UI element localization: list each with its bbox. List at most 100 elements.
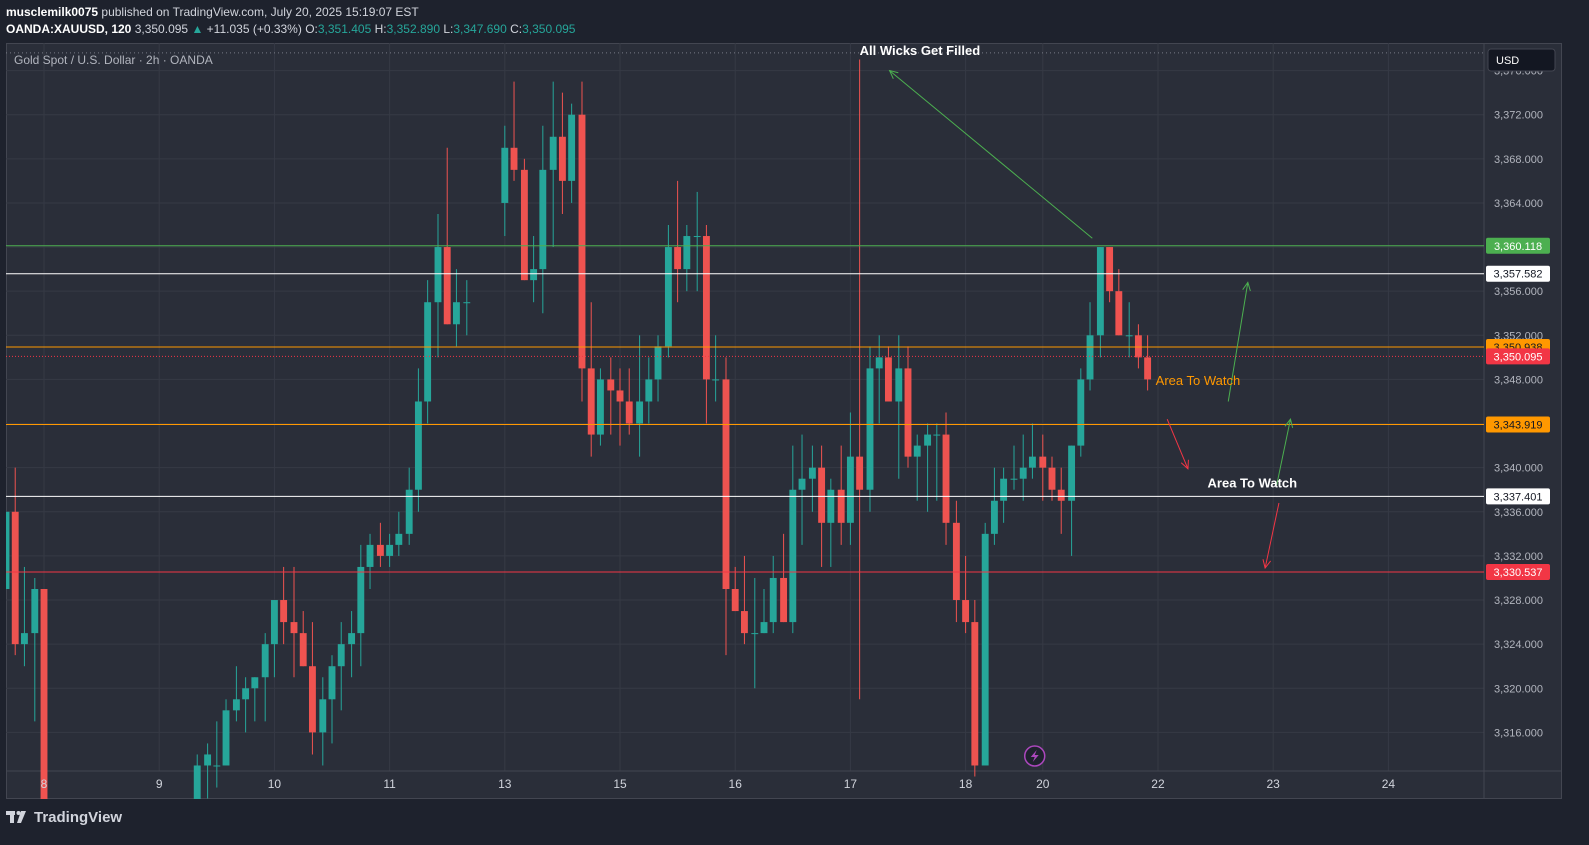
candle-body: [1028, 456, 1036, 468]
candle-body: [395, 533, 403, 545]
candle-body: [856, 456, 864, 490]
candle-body: [693, 236, 701, 238]
y-tick-label: 3,316.000: [1494, 727, 1543, 739]
candle-body: [251, 677, 259, 689]
level-price-tag: [1486, 237, 1550, 254]
annotation-label[interactable]: Area To Watch: [1208, 476, 1298, 491]
level-price-label: 3,360.118: [1494, 241, 1542, 253]
candle-body: [270, 600, 278, 645]
y-tick-label: 3,320.000: [1494, 683, 1543, 695]
y-tick-label: 3,368.000: [1494, 154, 1543, 166]
candle-body: [452, 302, 460, 325]
currency-button-label[interactable]: USD: [1496, 55, 1519, 67]
candle-body: [520, 169, 528, 281]
annotation-label[interactable]: All Wicks Get Filled: [860, 43, 981, 58]
x-tick-label: 15: [613, 777, 627, 791]
x-tick-label: 11: [383, 777, 396, 791]
candle-body: [424, 302, 432, 402]
candle-body: [616, 390, 624, 402]
candle-body: [501, 147, 509, 203]
trend-arrow[interactable]: [889, 70, 1093, 239]
trend-arrow[interactable]: [1227, 282, 1249, 402]
trend-arrow[interactable]: [1276, 419, 1291, 486]
candle-body: [913, 445, 921, 457]
footer-brand[interactable]: TradingView: [34, 808, 123, 826]
close-label: C:: [510, 22, 523, 36]
author-name[interactable]: musclemilk0075: [6, 5, 99, 19]
level-price-label: 3,330.537: [1494, 567, 1543, 579]
trend-arrow[interactable]: [1166, 418, 1189, 469]
candle-body: [20, 633, 28, 645]
candle-body: [308, 666, 316, 733]
x-tick-label: 22: [1151, 777, 1165, 791]
level-price-label: 3,343.919: [1494, 419, 1543, 431]
candle-body: [731, 589, 739, 612]
currency-button[interactable]: [1487, 48, 1556, 72]
candle-body: [808, 467, 816, 479]
candle-body: [789, 489, 797, 623]
candle-body: [722, 379, 730, 589]
candle-body: [740, 611, 748, 634]
candle-body: [280, 600, 288, 623]
candle-body: [587, 368, 595, 435]
candle-body: [530, 269, 538, 281]
candle-body: [884, 357, 892, 402]
candle-body: [645, 379, 653, 402]
candle-body: [1068, 445, 1076, 501]
candle-body: [1125, 335, 1133, 337]
level-price-tag: [1486, 488, 1550, 505]
candle-body: [328, 666, 336, 700]
candle-body: [1019, 467, 1027, 479]
trend-arrow[interactable]: [1264, 502, 1280, 569]
y-tick-label: 3,364.000: [1494, 198, 1543, 210]
y-tick-label: 3,328.000: [1494, 595, 1543, 607]
candle-body: [539, 169, 547, 270]
lightning-bolt: [1030, 750, 1039, 762]
candle-body: [971, 622, 979, 766]
candle-body: [434, 247, 442, 303]
level-price-tag: [1486, 265, 1550, 282]
candle-body: [664, 247, 672, 347]
price-chart[interactable]: All Wicks Get Filled Area To Watch Area To…: [6, 43, 1562, 799]
x-tick-label: 9: [156, 777, 163, 791]
candle-body: [866, 368, 874, 490]
candle-body: [981, 533, 989, 766]
candle-body: [193, 765, 201, 799]
open-label: O:: [305, 22, 318, 36]
y-tick-label: 3,332.000: [1494, 551, 1543, 563]
candle-body: [1115, 291, 1123, 336]
candle-body: [261, 644, 269, 678]
y-tick-label: 3,348.000: [1494, 374, 1543, 386]
arrow-head: [888, 69, 899, 79]
publish-line: musclemilk0075 published on TradingView.…: [6, 5, 419, 19]
candle-body: [558, 136, 566, 181]
tradingview-logo-icon: [6, 811, 26, 823]
candle-body: [405, 489, 413, 534]
symbol-label[interactable]: OANDA:XAUUSD, 120: [6, 22, 132, 36]
open-value: 3,351.405: [317, 22, 372, 36]
candle-body: [414, 401, 422, 490]
candle-body: [751, 633, 759, 635]
candle-body: [1048, 467, 1056, 490]
last-price: 3,350.095: [134, 22, 189, 36]
candle-body: [827, 489, 835, 523]
high-value: 3,352.890: [386, 22, 440, 36]
candle-body: [549, 136, 557, 170]
candle-body: [1144, 357, 1152, 380]
candle-body: [924, 434, 932, 446]
level-price-label: 3,357.582: [1494, 269, 1543, 281]
candle-body: [1077, 379, 1085, 446]
x-tick-label: 20: [1036, 777, 1050, 791]
candle-body: [1000, 478, 1008, 501]
arrow-head: [1262, 559, 1272, 570]
candle-body: [818, 467, 826, 523]
x-tick-label: 10: [268, 777, 282, 791]
candle-body: [357, 566, 365, 634]
candle-body: [990, 500, 998, 534]
candle-body: [232, 699, 240, 711]
y-tick-label: 3,324.000: [1494, 639, 1543, 651]
low-value: 3,347.690: [453, 22, 507, 36]
candle-body: [337, 644, 345, 667]
candle-body: [875, 357, 883, 369]
annotation-label[interactable]: Area To Watch: [1156, 373, 1241, 388]
